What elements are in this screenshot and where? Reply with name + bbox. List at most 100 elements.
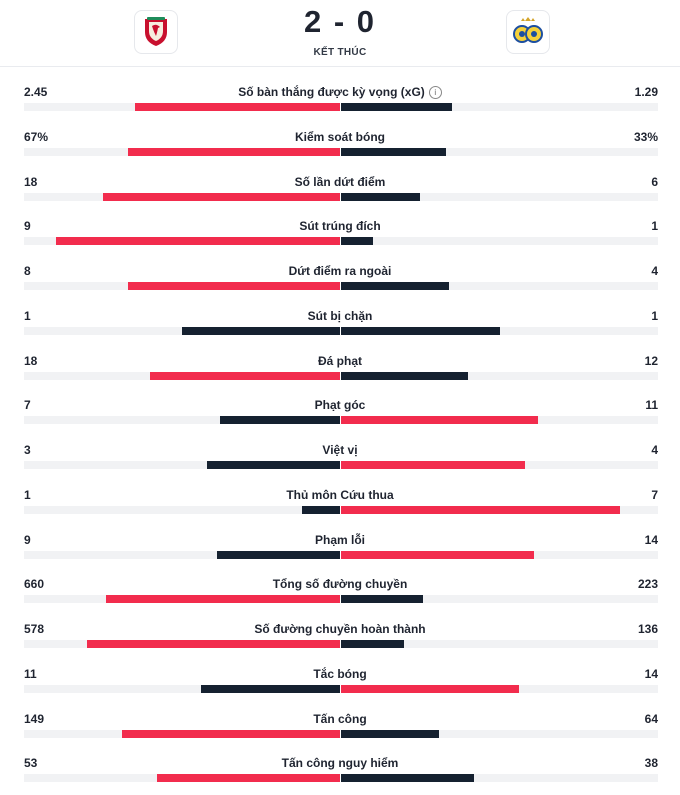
- stat-label-text: Tắc bóng: [313, 666, 367, 681]
- home-stat-bar: [157, 774, 340, 783]
- home-stat-value: 11: [24, 666, 37, 681]
- stat-row: 1 Thủ môn Cứu thua 7: [0, 487, 680, 527]
- stat-label: Dứt điểm ra ngoài: [140, 263, 540, 279]
- away-bar-track: [341, 729, 658, 738]
- stat-label: Số bàn thắng được kỳ vọng (xG) i: [140, 84, 540, 100]
- home-stat-bar: [207, 461, 340, 469]
- stat-row: 18 Đá phạt 12: [0, 353, 680, 393]
- away-stat-value: 1: [651, 308, 658, 323]
- stat-label: Đá phạt: [140, 353, 540, 369]
- away-stat-value: 11: [645, 398, 658, 413]
- stat-label: Tắc bóng: [140, 666, 540, 682]
- home-stat-value: 3: [24, 443, 31, 457]
- away-stat-value: 1.29: [634, 85, 658, 99]
- home-stat-bar: [103, 192, 340, 201]
- stat-label-text: Dứt điểm ra ngoài: [288, 264, 392, 278]
- away-stat-bar: [341, 237, 373, 246]
- stat-row: 8 Dứt điểm ra ngoài 4: [0, 263, 680, 303]
- away-stat-value: 6: [651, 174, 658, 189]
- stat-row: 53 Tấn công nguy hiểm 38: [0, 755, 680, 795]
- stat-label-text: Phạt góc: [314, 398, 366, 413]
- liverpool-crest-icon: [145, 17, 167, 46]
- home-bar-track: [24, 505, 340, 514]
- home-stat-value: 9: [24, 532, 31, 547]
- home-stat-value: 2.45: [24, 85, 48, 99]
- stat-label: Tấn công nguy hiểm: [140, 755, 540, 771]
- stat-label: Thủ môn Cứu thua: [140, 487, 540, 503]
- stat-label-text: Tấn công nguy hiểm: [281, 756, 399, 771]
- away-stat-bar: [341, 684, 519, 693]
- away-bar-track: [341, 103, 658, 111]
- stat-label: Phạm lỗi: [140, 532, 540, 548]
- home-bar-track: [24, 684, 340, 693]
- stat-row: 9 Phạm lỗi 14: [0, 532, 680, 572]
- home-stat-bar: [128, 147, 340, 156]
- home-stat-value: 660: [24, 577, 45, 592]
- stat-label-text: Sút bị chặn: [307, 308, 373, 323]
- stat-row: 578 Số đường chuyền hoàn thành 136: [0, 621, 680, 661]
- home-stat-bar: [182, 326, 340, 335]
- home-stat-bar: [135, 103, 340, 111]
- home-stat-bar: [201, 684, 340, 693]
- away-stat-bar: [341, 416, 538, 425]
- stat-label: Việt vị: [140, 442, 540, 458]
- away-stat-value: 14: [644, 532, 658, 547]
- match-score: 2 - 0: [303, 4, 377, 39]
- away-stat-value: 7: [651, 487, 658, 502]
- home-bar-track: [24, 416, 340, 425]
- stat-row: 7 Phạt góc 11: [0, 397, 680, 437]
- stat-label-text: Việt vị: [322, 443, 358, 457]
- stat-label: Sút trúng đích: [140, 218, 540, 234]
- stat-label: Sút bị chặn: [140, 308, 540, 324]
- stat-row: 9 Sút trúng đích 1: [0, 218, 680, 258]
- away-bar-track: [341, 774, 658, 783]
- stat-label-text: Số đường chuyền hoàn thành: [254, 622, 426, 636]
- home-team-logo[interactable]: [134, 10, 178, 54]
- home-stat-value: 67%: [24, 129, 49, 144]
- away-team-logo[interactable]: [506, 10, 550, 54]
- away-stat-bar: [341, 595, 423, 604]
- away-stat-bar: [341, 774, 474, 783]
- stat-label-text: Tấn công: [313, 711, 367, 726]
- home-stat-bar: [122, 729, 340, 738]
- stat-row: 2.45 Số bàn thắng được kỳ vọng (xG) i 1.29: [0, 84, 680, 124]
- stat-label: Phạt góc: [140, 397, 540, 413]
- home-stat-value: 149: [24, 711, 45, 726]
- stat-label-text: Tổng số đường chuyền: [272, 577, 408, 592]
- home-stat-value: 8: [24, 264, 31, 278]
- home-bar-track: [24, 550, 340, 559]
- info-icon[interactable]: i: [428, 86, 442, 99]
- home-stat-value: 18: [24, 174, 38, 189]
- stat-label: Số lần dứt điểm: [140, 174, 540, 190]
- header-divider: [0, 66, 680, 67]
- away-stat-bar: [341, 326, 500, 335]
- away-bar-track: [341, 192, 658, 201]
- stat-label-text: Kiểm soát bóng: [294, 129, 385, 144]
- home-stat-value: 53: [24, 756, 38, 771]
- away-stat-bar: [341, 103, 452, 111]
- stat-label-text: Số lần dứt điểm: [294, 174, 386, 189]
- home-stat-bar: [302, 505, 340, 514]
- away-bar-track: [341, 595, 658, 604]
- away-stat-bar: [341, 282, 449, 290]
- away-stat-bar: [341, 192, 420, 201]
- stat-label-text: Số bàn thắng được kỳ vọng (xG): [238, 85, 425, 99]
- match-status: KẾT THÚC: [313, 47, 367, 58]
- home-stat-value: 7: [24, 398, 31, 413]
- stat-label-text: Phạm lỗi: [314, 532, 365, 547]
- match-header: 2 - 0 KẾT THÚC: [0, 0, 680, 66]
- away-stat-bar: [341, 729, 439, 738]
- home-bar-track: [24, 461, 340, 469]
- home-stat-bar: [106, 595, 340, 604]
- union-saint-gilloise-crest-icon: [513, 17, 543, 43]
- stat-row: 18 Số lần dứt điểm 6: [0, 174, 680, 214]
- home-stat-value: 1: [24, 308, 31, 323]
- stat-label: Tấn công: [140, 711, 540, 727]
- home-stat-value: 1: [24, 487, 31, 502]
- home-stat-value: 578: [24, 622, 45, 636]
- away-stat-bar: [341, 371, 468, 380]
- stat-row: 3 Việt vị 4: [0, 442, 680, 482]
- away-bar-track: [341, 237, 658, 246]
- away-stat-value: 64: [644, 711, 658, 726]
